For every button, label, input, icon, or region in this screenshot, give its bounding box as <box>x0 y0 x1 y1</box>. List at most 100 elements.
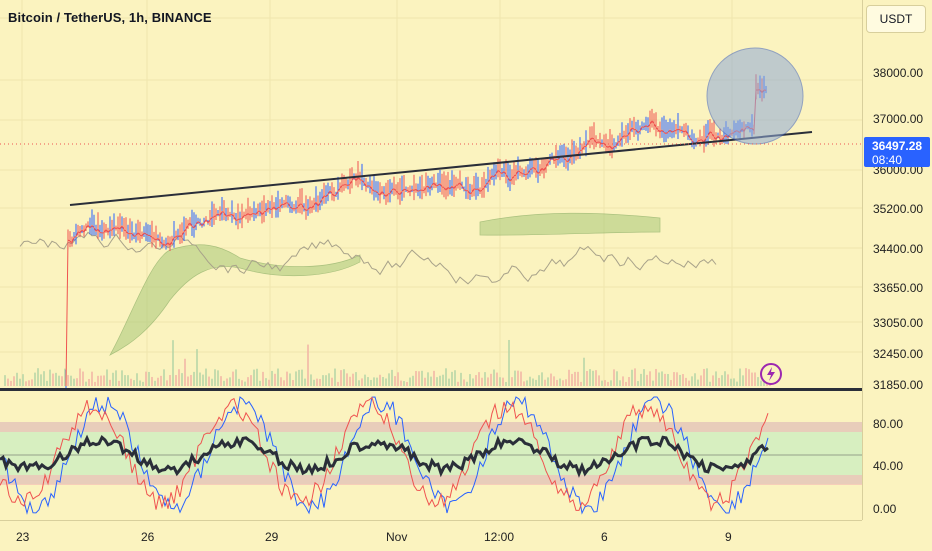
volume-bar <box>64 368 66 386</box>
volume-bar <box>58 375 60 386</box>
volume-bar <box>502 377 504 386</box>
flash-icon[interactable] <box>760 363 782 385</box>
volume-bar <box>244 381 246 386</box>
volume-bar <box>31 379 33 386</box>
volume-bar <box>175 375 177 386</box>
volume-bar <box>616 371 618 386</box>
volume-bar <box>247 377 249 386</box>
volume-bar <box>142 381 144 386</box>
volume-bar <box>319 378 321 386</box>
volume-bar <box>43 371 45 386</box>
volume-bar <box>271 370 273 386</box>
volume-bar <box>694 373 696 386</box>
volume-bar <box>613 369 615 386</box>
volume-bar <box>67 375 69 386</box>
volume-bar <box>721 375 723 386</box>
pane-separator[interactable] <box>0 388 862 391</box>
volume-bar <box>277 368 279 386</box>
volume-bar <box>208 376 210 386</box>
volume-bar <box>250 375 252 386</box>
volume-bar <box>511 377 513 386</box>
oscillator-pane[interactable] <box>0 391 862 519</box>
volume-bar <box>580 381 582 386</box>
volume-bar <box>61 376 63 386</box>
volume-bar <box>685 377 687 386</box>
volume-bar <box>637 381 639 386</box>
volume-bar <box>478 372 480 386</box>
time-axis-label: 26 <box>141 530 155 544</box>
price-chart-canvas[interactable] <box>0 0 862 396</box>
volume-bar <box>733 378 735 386</box>
volume-bar <box>367 377 369 386</box>
volume-bar <box>385 378 387 386</box>
volume-bar <box>484 372 486 386</box>
volume-bar <box>577 371 579 386</box>
volume-bar <box>436 377 438 386</box>
time-axis-label: 9 <box>725 530 732 544</box>
volume-bar <box>553 376 555 386</box>
volume-bar <box>634 368 636 386</box>
oscillator-axis-label: 40.00 <box>873 459 904 473</box>
volume-bar <box>679 374 681 386</box>
volume-bar <box>70 375 72 386</box>
volume-bar <box>397 372 399 386</box>
current-price-tag: 36497.28 08:40 <box>864 137 930 167</box>
oscillator-axis-label: 0.00 <box>873 502 897 516</box>
volume-bar <box>505 381 507 386</box>
volume-bar <box>331 377 333 386</box>
volume-bar <box>196 349 198 386</box>
current-price: 36497.28 <box>872 139 923 153</box>
volume-bar <box>646 374 648 386</box>
volume-bar <box>373 377 375 386</box>
price-axis-label: 32450.00 <box>873 347 924 361</box>
volume-bar <box>472 378 474 386</box>
oversold-band <box>0 475 862 485</box>
volume-bar <box>727 374 729 386</box>
volume-bar <box>676 372 678 386</box>
volume-bar <box>355 372 357 386</box>
volume-bar <box>298 369 300 386</box>
volume-bar <box>730 378 732 386</box>
price-axis[interactable]: 38000.00 37000.00 36000.00 35200.00 3440… <box>862 0 932 520</box>
volume-bar <box>274 373 276 386</box>
volume-bar <box>496 372 498 386</box>
volume-bar <box>328 373 330 386</box>
price-axis-label: 31850.00 <box>873 378 924 392</box>
volume-bar <box>550 373 552 386</box>
volume-bar <box>625 381 627 386</box>
volume-bar <box>490 373 492 386</box>
volume-bar <box>424 377 426 386</box>
chart-title: Bitcoin / TetherUS, 1h, BINANCE <box>8 10 212 25</box>
volume-bar <box>361 378 363 386</box>
volume-bar <box>82 371 84 386</box>
volume-bar <box>100 375 102 386</box>
volume-bar <box>547 377 549 386</box>
volume-bar <box>391 369 393 386</box>
volume-bar <box>400 380 402 386</box>
time-axis[interactable]: 23 26 29 Nov 12:00 6 9 <box>0 520 862 551</box>
volume-bar <box>442 374 444 386</box>
volume-bar <box>664 373 666 386</box>
volume-bar <box>7 378 9 386</box>
oscillator-canvas[interactable] <box>0 391 862 519</box>
volume-bar <box>46 380 48 386</box>
volume-bar <box>724 371 726 386</box>
volume-bar <box>220 376 222 386</box>
price-chart[interactable] <box>0 0 862 396</box>
volume-bar <box>586 370 588 386</box>
overbought-band <box>0 422 862 432</box>
lightning-icon <box>767 367 775 381</box>
volume-bar <box>526 380 528 386</box>
currency-button[interactable]: USDT <box>866 5 926 33</box>
volume-bar <box>136 373 138 386</box>
volume-bar <box>115 370 117 386</box>
volume-bar <box>34 372 36 386</box>
volume-bar <box>130 378 132 386</box>
volume-bar <box>568 369 570 386</box>
volume-bar <box>430 376 432 386</box>
volume-bar <box>709 381 711 386</box>
volume-bar <box>697 379 699 386</box>
trendline <box>69 131 813 206</box>
volume-bar <box>229 377 231 386</box>
volume-bar <box>322 375 324 386</box>
